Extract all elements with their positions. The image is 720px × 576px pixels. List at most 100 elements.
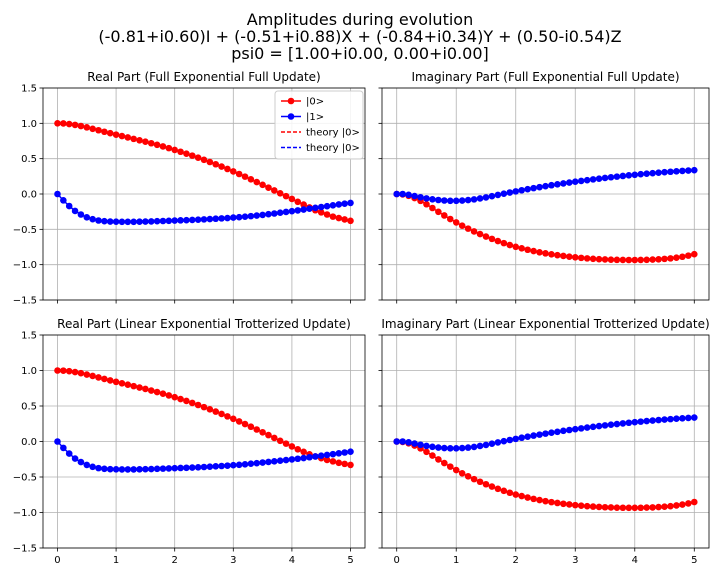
data-point-state1 bbox=[282, 456, 290, 464]
y-tick-label: −1.0 bbox=[13, 508, 37, 519]
data-point-state1 bbox=[441, 197, 448, 204]
data-point-state1 bbox=[661, 168, 668, 176]
data-point-state0 bbox=[667, 255, 674, 262]
data-point-state0 bbox=[253, 178, 261, 186]
data-point-state1 bbox=[524, 433, 531, 440]
data-point-state0 bbox=[441, 459, 448, 467]
data-point-state0 bbox=[71, 368, 79, 376]
data-point-state0 bbox=[124, 134, 132, 141]
data-point-state1 bbox=[643, 170, 650, 177]
data-point-state1 bbox=[429, 443, 436, 451]
y-tick-label: 0.0 bbox=[21, 437, 37, 448]
data-point-state0 bbox=[177, 148, 184, 156]
data-point-state1 bbox=[446, 197, 454, 205]
data-point-state0 bbox=[230, 415, 237, 423]
data-point-state1 bbox=[77, 211, 85, 218]
data-point-state1 bbox=[60, 444, 67, 452]
x-tick-label: 3 bbox=[230, 555, 236, 566]
data-point-state1 bbox=[661, 416, 668, 423]
data-point-state1 bbox=[159, 465, 167, 472]
data-point-state1 bbox=[265, 210, 272, 218]
data-point-state1 bbox=[589, 423, 597, 431]
data-point-state1 bbox=[347, 199, 354, 207]
data-point-state0 bbox=[171, 146, 178, 154]
data-point-state1 bbox=[464, 196, 472, 204]
data-point-state1 bbox=[54, 438, 61, 445]
data-point-state1 bbox=[194, 463, 202, 471]
data-point-state1 bbox=[130, 218, 137, 226]
data-point-state1 bbox=[218, 215, 225, 222]
data-point-state1 bbox=[200, 463, 208, 471]
data-point-state1 bbox=[142, 218, 149, 225]
data-point-state0 bbox=[488, 483, 496, 490]
data-point-state1 bbox=[673, 415, 680, 423]
data-point-state1 bbox=[482, 441, 490, 449]
data-point-state0 bbox=[271, 187, 278, 194]
data-point-state0 bbox=[101, 375, 108, 383]
data-point-state0 bbox=[542, 497, 549, 505]
data-point-state1 bbox=[583, 424, 591, 431]
data-point-state1 bbox=[183, 464, 190, 472]
data-point-state0 bbox=[607, 504, 615, 511]
y-tick-label: −1.5 bbox=[13, 544, 37, 555]
x-tick-label: 0 bbox=[394, 555, 400, 566]
plot-area bbox=[393, 166, 698, 264]
data-point-state0 bbox=[613, 256, 621, 264]
data-point-state0 bbox=[335, 214, 343, 222]
data-point-state0 bbox=[136, 136, 143, 144]
subplot-3: 0 1 2 3 4 5 −1.5 −1.0 −0.5 0.0 0.5 1.0 1.5 Real Part … bbox=[13, 317, 366, 566]
subplot-title: Imaginary Part (Linear Exponential Trott… bbox=[381, 317, 709, 331]
figure-title-line-2: (-0.81+i0.60)I + (-0.51+i0.88)X + (-0.84… bbox=[98, 27, 622, 46]
y-tick-label: −1.0 bbox=[13, 260, 37, 271]
data-point-state0 bbox=[206, 158, 214, 166]
data-point-state1 bbox=[679, 414, 686, 422]
data-point-state0 bbox=[118, 132, 126, 140]
data-point-state0 bbox=[506, 241, 514, 249]
axes-frame bbox=[42, 334, 366, 549]
data-point-state0 bbox=[171, 393, 178, 401]
data-point-state1 bbox=[649, 417, 656, 424]
data-point-state0 bbox=[595, 255, 603, 263]
data-point-state1 bbox=[476, 195, 484, 202]
data-point-state1 bbox=[476, 442, 484, 450]
data-point-state0 bbox=[188, 399, 196, 407]
data-point-state0 bbox=[429, 452, 436, 459]
data-point-state1 bbox=[235, 213, 243, 221]
data-point-state0 bbox=[276, 189, 284, 197]
data-point-state1 bbox=[183, 216, 190, 224]
data-point-state0 bbox=[230, 168, 237, 175]
data-point-state0 bbox=[690, 498, 698, 506]
data-point-state1 bbox=[235, 461, 243, 469]
plot-area bbox=[54, 367, 354, 473]
data-point-state1 bbox=[518, 434, 525, 442]
data-point-state1 bbox=[643, 417, 650, 425]
data-point-state1 bbox=[101, 465, 108, 473]
data-point-state1 bbox=[83, 461, 91, 469]
data-point-state0 bbox=[482, 233, 490, 240]
subplot-1: −1.5 −1.0 −0.5 0.0 0.5 1.0 1.5 Real Part (Full … bbox=[13, 70, 366, 307]
data-point-state1 bbox=[212, 463, 220, 470]
data-point-state1 bbox=[655, 416, 662, 424]
x-tick-label: 0 bbox=[54, 555, 60, 566]
data-point-state1 bbox=[411, 440, 418, 447]
data-point-state1 bbox=[482, 194, 490, 201]
data-point-state0 bbox=[317, 209, 325, 216]
data-point-state0 bbox=[601, 503, 609, 511]
data-point-state0 bbox=[643, 504, 650, 511]
data-point-state1 bbox=[130, 466, 137, 473]
data-point-state0 bbox=[595, 503, 603, 511]
data-point-state1 bbox=[347, 448, 354, 456]
data-point-state1 bbox=[571, 425, 579, 433]
data-point-state0 bbox=[470, 228, 478, 235]
data-point-state1 bbox=[323, 202, 331, 210]
data-point-state0 bbox=[265, 184, 272, 191]
y-tick-label: 1.0 bbox=[21, 366, 37, 377]
data-point-state1 bbox=[470, 443, 478, 451]
data-point-state1 bbox=[118, 218, 126, 226]
data-point-state1 bbox=[106, 465, 114, 473]
data-point-state0 bbox=[147, 387, 155, 394]
data-point-state1 bbox=[306, 453, 313, 461]
data-point-state1 bbox=[512, 188, 520, 195]
data-point-state1 bbox=[500, 190, 508, 198]
